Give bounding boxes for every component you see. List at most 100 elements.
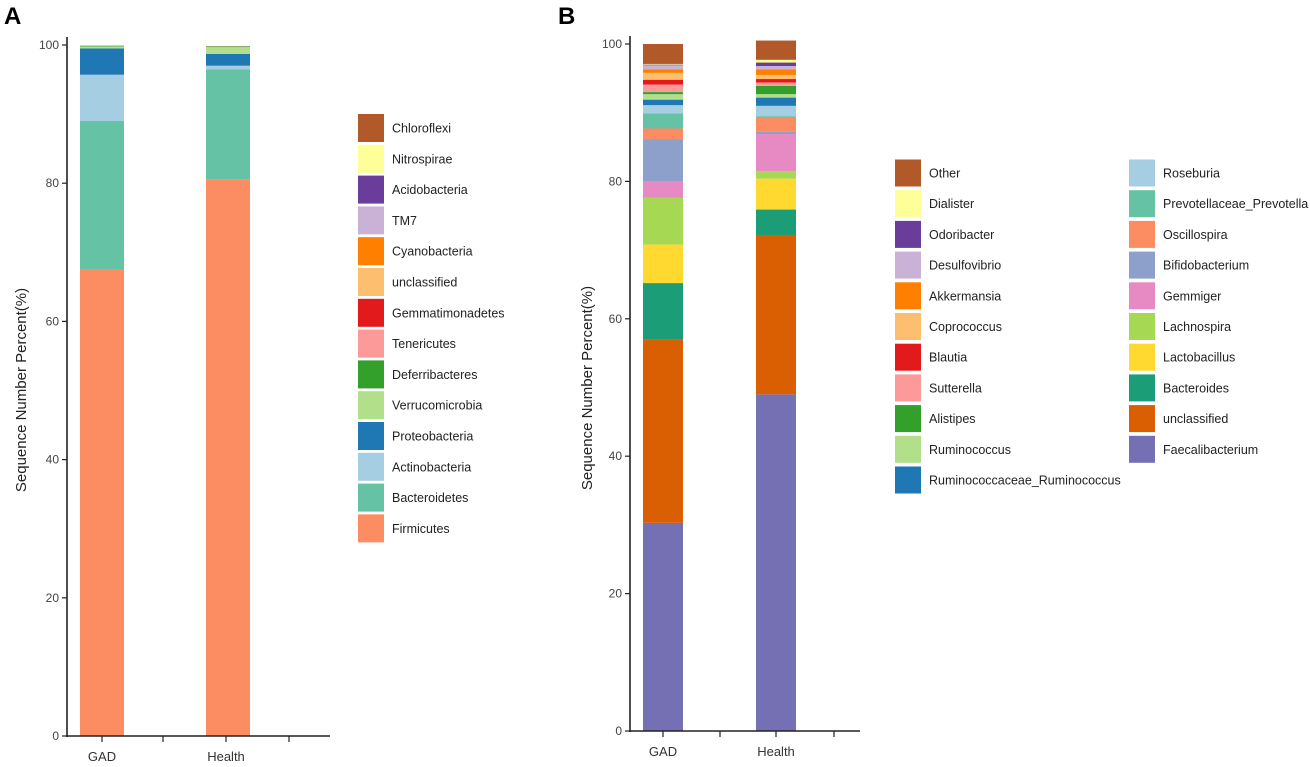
panel-b-bar-gad-desulfovibrio (643, 65, 683, 70)
panel-b-bar-gad-faecalibacterium (643, 522, 683, 731)
panel-b-bar-health-alistipes (756, 85, 796, 95)
panel-b-legend-swatch-bacteroides (1129, 374, 1155, 402)
panel-b-bar-health-blautia (756, 79, 796, 83)
panel-b-legend-swatch-coprococcus (895, 313, 921, 340)
panel-b-bar-gad-blautia (643, 79, 683, 85)
panel-b-bar-health-lactobacillus (756, 178, 796, 210)
panel-a-bar-gad-verrucomicrobia (80, 46, 124, 49)
panel-b-bar-gad-dialister (643, 63, 683, 65)
panel-a-legend-swatch-proteobacteria (358, 422, 384, 450)
panel-b-bar-gad-lachnospira (643, 197, 683, 245)
panel-a-legend-swatch-unclassified (358, 268, 384, 296)
panel-b-legend-label-ruminococcaceae-ruminococcus: Ruminococcaceae_Ruminococcus (929, 474, 1121, 488)
panel-b-xtick-label-gad: GAD (649, 744, 677, 759)
panel-b-legend-label-other: Other (929, 167, 960, 181)
panel-a-legend-label-unclassified: unclassified (392, 276, 457, 290)
panel-a-legend-label-tm7: TM7 (392, 214, 417, 228)
panel-b-ytick-label-80: 80 (609, 174, 623, 188)
panel-b-legend-label-desulfovibrio: Desulfovibrio (929, 259, 1001, 273)
panel-b-bar-gad-coprococcus (643, 72, 683, 80)
panel-a-bar-gad-actinobacteria (80, 74, 124, 122)
panel-b-bar-health-faecalibacterium (756, 394, 796, 731)
panel-b-ytick-label-40: 40 (609, 449, 623, 463)
panel-b-legend-label-unclassified: unclassified (1163, 412, 1228, 426)
panel-b-legend-swatch-lactobacillus (1129, 343, 1155, 371)
panel-b-y-axis-label: Sequence Number Percent(%) (579, 286, 596, 490)
panel-b-bar-health-prevotellaceae-prevotella (756, 116, 796, 118)
panel-b-bar-gad-ruminococcus (643, 94, 683, 100)
panel-b-legend-label-prevotellaceae-prevotella: Prevotellaceae_Prevotella (1163, 197, 1308, 211)
panel-b-legend-label-odoribacter: Odoribacter (929, 228, 994, 242)
panel-a-legend-label-gemmatimonadetes: Gemmatimonadetes (392, 306, 505, 320)
panel-b-bar-health-oscillospira (756, 117, 796, 132)
panel-a-chart: A 0 20 40 60 80 100 GAD Health Sequence Number Pe… (4, 3, 505, 764)
panel-a-bar-health-verrucomicrobia (206, 47, 250, 54)
panel-b-legend-label-lactobacillus: Lactobacillus (1163, 351, 1235, 365)
panel-a-bar-gad-bacteroidetes (80, 121, 124, 270)
panel-b-ytick-label-20: 20 (609, 587, 623, 601)
panel-b-bar-gad-gemmiger (643, 181, 683, 198)
panel-a-y-axis-label: Sequence Number Percent(%) (13, 288, 30, 492)
panel-b-bar-health-gemmiger (756, 133, 796, 172)
panel-b-legend-swatch-lachnospira (1129, 313, 1155, 340)
panel-a-legend-label-nitrospirae: Nitrospirae (392, 152, 452, 166)
panel-b-legend-swatch-akkermansia (895, 282, 921, 310)
panel-a-legend-swatch-deferribacteres (358, 360, 384, 389)
panel-b-legend-label-gemmiger: Gemmiger (1163, 289, 1221, 303)
panel-b-bar-gad-alistipes (643, 92, 683, 95)
panel-a-ytick-label-100: 100 (39, 38, 59, 52)
panel-b-bar-gad-bacteroides (643, 283, 683, 340)
panel-b-xtick-label-health: Health (757, 744, 795, 759)
panel-b-bar-gad-oscillospira (643, 128, 683, 140)
panel-b-legend-label-sutterella: Sutterella (929, 381, 982, 395)
panel-a-bar-gad-proteobacteria (80, 48, 124, 75)
panel-a-label: A (4, 3, 21, 30)
panel-b-legend-swatch-dialister (895, 190, 921, 218)
panel-b-bar-gad-prevotellaceae-prevotella (643, 113, 683, 129)
panel-b-bar-health-desulfovibrio (756, 65, 796, 70)
panel-b-legend-label-alistipes: Alistipes (929, 412, 976, 426)
panel-a-legend-label-proteobacteria: Proteobacteria (392, 430, 473, 444)
panel-b-bar-health-other (756, 40, 796, 60)
panel-b-legend-swatch-odoribacter (895, 220, 921, 248)
panel-a-bar-health-deferribacteres (206, 46, 250, 48)
panel-b-bar-health-ruminococcus (756, 94, 796, 98)
panel-b-bar-health-sutterella (756, 82, 796, 86)
panel-b-chart: B 0 20 40 60 80 100 GAD Health Sequence Number Pe… (558, 3, 1308, 759)
panel-b-legend-label-coprococcus: Coprococcus (929, 320, 1002, 334)
panel-b-ytick-label-60: 60 (609, 312, 623, 326)
panel-b-legend-label-bacteroides: Bacteroides (1163, 381, 1229, 395)
panel-a-legend-swatch-tm7 (358, 206, 384, 235)
panel-b-legend-swatch-other (895, 159, 921, 187)
panel-b-legend-swatch-faecalibacterium (1129, 435, 1155, 463)
panel-b-bar-gad-lactobacillus (643, 244, 683, 284)
panel-b-legend-swatch-desulfovibrio (895, 251, 921, 279)
panel-a-legend-label-cyanobacteria: Cyanobacteria (392, 245, 473, 259)
panel-b-legend-label-ruminococcus: Ruminococcus (929, 443, 1011, 457)
panel-a-bar-gad-deferribacteres (80, 45, 124, 47)
panel-a-ytick-label-20: 20 (46, 591, 60, 605)
panel-b-bar-gad-bifidobacterium (643, 139, 683, 182)
panel-b-label: B (558, 3, 575, 30)
panel-b-bar-gad-other (643, 44, 683, 64)
panel-a-bar-health-firmicutes (206, 179, 250, 736)
panel-b-bar-gad-odoribacter (643, 64, 683, 66)
panel-a-legend-label-actinobacteria: Actinobacteria (392, 460, 471, 474)
panel-b-bar-gad-ruminococcaceae-ruminococcus (643, 99, 683, 106)
panel-b-legend-swatch-ruminococcus (895, 435, 921, 463)
panel-b-legend-label-bifidobacterium: Bifidobacterium (1163, 259, 1249, 273)
panel-b-legend-swatch-alistipes (895, 405, 921, 433)
panel-b-bar-health-akkermansia (756, 69, 796, 75)
panel-b-bar-health-lachnospira (756, 171, 796, 179)
panel-b-bar-gad-unclassified (643, 339, 683, 523)
panel-b-legend-swatch-roseburia (1129, 159, 1155, 187)
panel-a-legend-swatch-nitrospirae (358, 144, 384, 173)
panel-b-bar-health-bacteroides (756, 209, 796, 235)
panel-b-legend-label-lachnospira: Lachnospira (1163, 320, 1231, 334)
panel-b-bar-health-unclassified (756, 234, 796, 395)
panel-b-legend-swatch-prevotellaceae-prevotella (1129, 190, 1155, 218)
panel-a-ytick-label-80: 80 (46, 176, 60, 190)
panel-b-legend-swatch-blautia (895, 343, 921, 371)
panel-a-legend-label-tenericutes: Tenericutes (392, 337, 456, 351)
panel-b-bar-gad-sutterella (643, 84, 683, 93)
